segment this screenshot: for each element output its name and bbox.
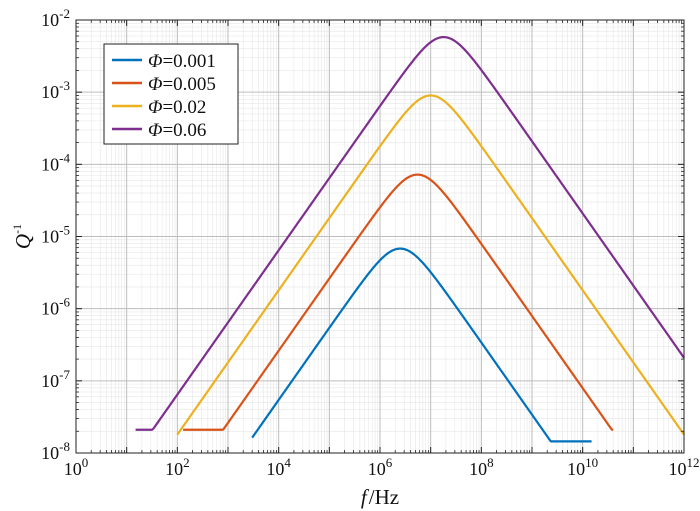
series-line-4 xyxy=(135,35,685,431)
x-tick-label: 1010 xyxy=(567,455,598,479)
series-layer xyxy=(135,35,685,443)
x-tick-label: 108 xyxy=(469,455,494,479)
y-axis-label-symbol: Q xyxy=(11,234,35,249)
legend-entry: Φ=0.005 xyxy=(148,74,216,95)
y-axis-label: Q-1 xyxy=(10,224,35,249)
x-tick-label: 104 xyxy=(266,455,291,479)
y-tick-labels: 10-8 10-7 10-6 10-5 10-4 10-3 10-2 xyxy=(41,6,70,463)
y-tick-label: 10-7 xyxy=(41,367,70,391)
x-tick-label: 106 xyxy=(368,455,393,479)
series-line-3 xyxy=(176,94,685,436)
series-line-1 xyxy=(251,247,592,443)
legend-entry: Φ=0.001 xyxy=(148,51,216,72)
x-axis-label: f/Hz xyxy=(361,485,399,509)
y-tick-label: 10-5 xyxy=(41,223,70,247)
y-tick-label: 10-8 xyxy=(41,439,70,463)
x-axis-label-symbol: f xyxy=(361,485,370,509)
y-axis-label-exponent: -1 xyxy=(10,224,24,234)
x-tick-label: 1012 xyxy=(669,455,700,479)
y-tick-label: 10-2 xyxy=(41,6,70,30)
series-line-2 xyxy=(183,173,614,431)
x-axis-label-unit: /Hz xyxy=(369,485,399,509)
x-tick-label: 100 xyxy=(64,455,89,479)
y-tick-label: 10-6 xyxy=(41,295,70,319)
tick-layer xyxy=(75,19,685,454)
legend-entry: Φ=0.02 xyxy=(148,97,206,118)
x-tick-labels: 100 102 104 106 108 1010 1012 xyxy=(64,455,700,479)
y-tick-label: 10-4 xyxy=(41,150,70,174)
y-tick-label: 10-3 xyxy=(41,78,70,102)
legend-entry: Φ=0.06 xyxy=(148,120,206,141)
x-tick-label: 102 xyxy=(165,455,190,479)
